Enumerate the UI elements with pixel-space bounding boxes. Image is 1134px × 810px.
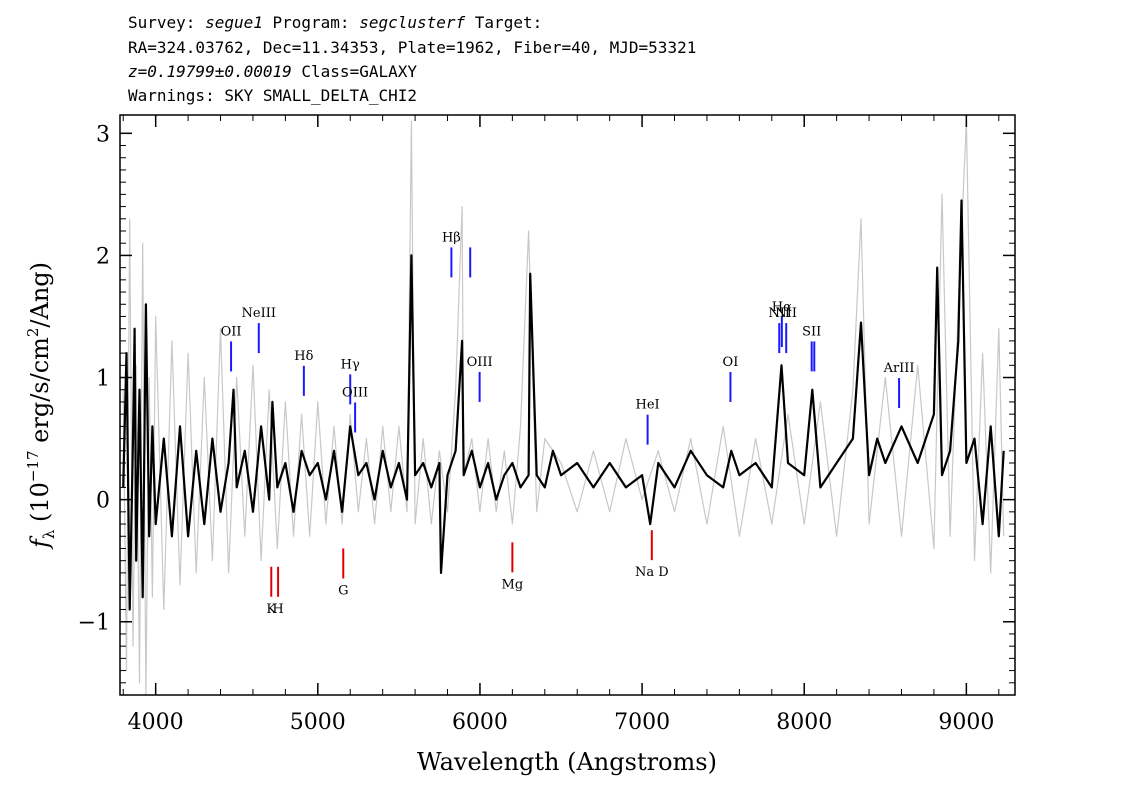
ticks-layer: 4000 5000 6000 7000 8000 9000 −1 0 1 2 3 [78, 115, 1015, 735]
y-axis-exp2: 2 [24, 328, 42, 338]
spectral-line-label: Hα [772, 300, 792, 315]
y-axis-sub: λ [40, 529, 58, 539]
program-name: segclusterf [359, 13, 466, 32]
x-axis-title: Wavelength (Angstroms) [417, 748, 717, 776]
y-axis-exp: −17 [24, 450, 42, 482]
spectral-line-label: NeIII [242, 306, 276, 321]
header-line-4: Warnings: SKY SMALL_DELTA_CHI2 [128, 86, 417, 105]
spectral-line-label: OIII [342, 385, 368, 400]
survey-name: segue1 [205, 13, 263, 32]
header-line-1: Survey: segue1 Program: segclusterf Targ… [128, 12, 542, 34]
smoothed-flux-line [122, 199, 1005, 611]
y-axis-title: fλ (10−17 erg/s/cm2/Ang) [24, 262, 58, 550]
y-axis-end: /Ang) [26, 262, 54, 328]
y-tick-label: 2 [96, 244, 110, 269]
spectral-line-label: SII [802, 324, 821, 339]
spectral-line-label: HeI [636, 398, 660, 413]
x-tick-label: 8000 [776, 710, 832, 735]
y-axis-units: erg/s/cm [26, 337, 54, 451]
y-tick-label: 1 [96, 367, 110, 392]
spectral-line-label: OIII [467, 355, 493, 370]
spectral-line-label: Na D [635, 565, 669, 580]
header-line-2: RA=324.03762, Dec=11.34353, Plate=1962, … [128, 38, 697, 57]
spectral-line-label: Hδ [294, 349, 313, 364]
spectral-line-label: OI [723, 355, 739, 370]
spectral-line-label: OII [221, 324, 242, 339]
spectral-line-label: NII [775, 306, 797, 321]
x-tick-label: 4000 [128, 710, 184, 735]
y-axis-rest: (10 [26, 482, 54, 530]
spectral-line-label: ArIII [883, 361, 915, 376]
x-tick-label: 5000 [290, 710, 346, 735]
spectral-line-label: K [266, 602, 276, 617]
x-tick-label: 7000 [614, 710, 670, 735]
header-line-3: z=0.19799±0.00019 Class=GALAXY [128, 61, 417, 83]
program-prefix: Program: [262, 13, 360, 32]
y-tick-label: −1 [78, 611, 110, 636]
spectral-line-label: H [272, 602, 283, 617]
x-tick-label: 6000 [452, 710, 508, 735]
spectral-line-label: Mg [502, 577, 524, 592]
y-tick-label: 0 [96, 489, 110, 514]
spectral-line-label: Hγ [341, 357, 360, 372]
target-prefix: Target: [465, 13, 543, 32]
spectral-line-label: Hβ [442, 230, 461, 245]
raw-flux-line [122, 120, 1005, 696]
class-text: Class=GALAXY [291, 62, 417, 81]
spectral-line-label: NII [768, 306, 790, 321]
plot-frame [119, 114, 1016, 696]
spectral-line-label: G [338, 583, 348, 598]
x-tick-label: 9000 [938, 710, 994, 735]
y-tick-label: 3 [96, 122, 110, 147]
redshift-text: z=0.19799±0.00019 [128, 62, 292, 81]
series-layer [122, 120, 1005, 696]
survey-prefix: Survey: [128, 13, 206, 32]
